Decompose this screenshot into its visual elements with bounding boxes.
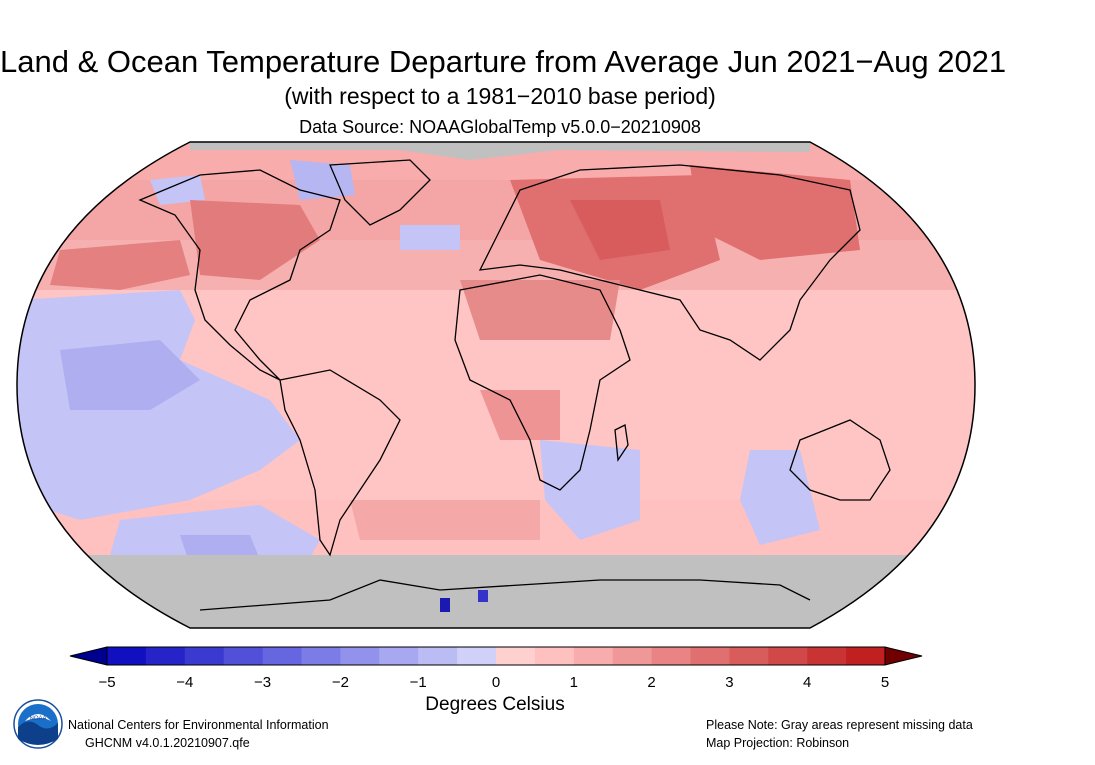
colorbar-segment bbox=[184, 647, 225, 665]
colorbar-tick-label: −1 bbox=[409, 674, 427, 691]
atlantic-cool-patch bbox=[400, 225, 460, 250]
colorbar-tick-label: 4 bbox=[803, 674, 812, 691]
greenland-outline bbox=[329, 159, 431, 226]
russia-warm-core bbox=[570, 200, 670, 260]
data-source-label: Data Source: NOAAGlobalTemp v5.0.0−20210… bbox=[299, 117, 701, 137]
south-atlantic-warm-region bbox=[350, 500, 540, 540]
colorbar-title: Degrees Celsius bbox=[425, 694, 565, 715]
colorbar-segment bbox=[262, 647, 302, 665]
colorbar-segment bbox=[612, 647, 653, 665]
north-america-outline bbox=[138, 169, 341, 381]
colorbar-segment bbox=[534, 647, 575, 665]
antarctica-outline bbox=[199, 579, 811, 611]
colorbar-segment bbox=[301, 647, 341, 665]
colorbar-tick-label: −5 bbox=[98, 674, 116, 691]
south-america-outline bbox=[279, 369, 401, 557]
colorbar-segment bbox=[223, 647, 264, 665]
colorbar-segment bbox=[145, 647, 186, 665]
colorbar-below-triangle bbox=[69, 646, 108, 666]
australia-outline bbox=[789, 419, 891, 501]
alaska-cool-patch bbox=[150, 175, 205, 205]
arctic-missing-data-region bbox=[190, 142, 810, 160]
noaa-logo-icon: NOAA bbox=[13, 699, 63, 749]
colorbar-segment bbox=[379, 647, 419, 665]
colorbar-above-triangle bbox=[884, 646, 923, 666]
africa-outline bbox=[454, 274, 631, 491]
colorbar-tick-label: 1 bbox=[569, 674, 578, 691]
colorbar-segment bbox=[418, 647, 458, 665]
map-field bbox=[17, 142, 975, 628]
antarctic-cold-cell-1 bbox=[440, 598, 450, 612]
madagascar-outline bbox=[614, 424, 629, 462]
map-frame bbox=[16, 141, 976, 629]
colorbar-segment bbox=[496, 647, 536, 665]
colorbar-tick-label: 3 bbox=[725, 674, 734, 691]
colorbar-segment bbox=[846, 647, 886, 665]
north-pacific-warm-region bbox=[50, 240, 190, 290]
pacific-cool-core bbox=[60, 340, 200, 410]
footer-right: Please Note: Gray areas represent missin… bbox=[706, 716, 973, 752]
org-name: National Centers for Environmental Infor… bbox=[68, 718, 329, 732]
colorbar-tick-label: −4 bbox=[176, 674, 194, 691]
coastlines bbox=[138, 159, 891, 611]
colorbar-segment bbox=[651, 647, 691, 665]
eurasia-outline bbox=[478, 164, 861, 361]
colorbar-segment bbox=[457, 647, 497, 665]
colorbar-tick-label: 2 bbox=[647, 674, 656, 691]
colorbar-segment bbox=[729, 647, 769, 665]
colorbar-frame bbox=[106, 646, 886, 666]
central-africa-warm-region bbox=[480, 390, 560, 440]
colorbar-segment bbox=[573, 647, 614, 665]
australia-west-cool-region bbox=[740, 450, 820, 545]
colorbar-tick-label: 5 bbox=[880, 674, 890, 691]
colorbar-segment bbox=[340, 647, 380, 665]
colorbar-segment bbox=[107, 647, 147, 665]
antarctic-cold-cell-2 bbox=[478, 590, 488, 602]
greenland-cool-patch bbox=[290, 160, 355, 200]
indian-ocean-cool-region bbox=[540, 440, 640, 540]
logo-text: NOAA bbox=[29, 716, 46, 722]
missing-data-note: Please Note: Gray areas represent missin… bbox=[706, 718, 973, 732]
colorbar-segment bbox=[807, 647, 847, 665]
colorbar-segment bbox=[690, 647, 730, 665]
projection-note: Map Projection: Robinson bbox=[706, 736, 850, 750]
colorbar-tick-label: −2 bbox=[331, 674, 349, 691]
siberia-warm-region bbox=[690, 165, 860, 260]
colorbar-segment bbox=[768, 647, 808, 665]
map-title: Land & Ocean Temperature Departure from … bbox=[0, 44, 1007, 79]
antarctic-missing-data-region bbox=[17, 555, 975, 628]
dataset-version: GHCNM v4.0.1.20210907.qfe bbox=[85, 736, 250, 750]
colorbar bbox=[69, 646, 923, 666]
canada-warm-region bbox=[190, 200, 320, 280]
north-africa-warm-region bbox=[460, 280, 620, 340]
footer-left: National Centers for Environmental Infor… bbox=[68, 716, 329, 752]
colorbar-tick-label: 0 bbox=[491, 674, 501, 691]
map-subtitle: (with respect to a 1981−2010 base period… bbox=[284, 83, 716, 109]
colorbar-tick-label: −3 bbox=[254, 674, 272, 691]
